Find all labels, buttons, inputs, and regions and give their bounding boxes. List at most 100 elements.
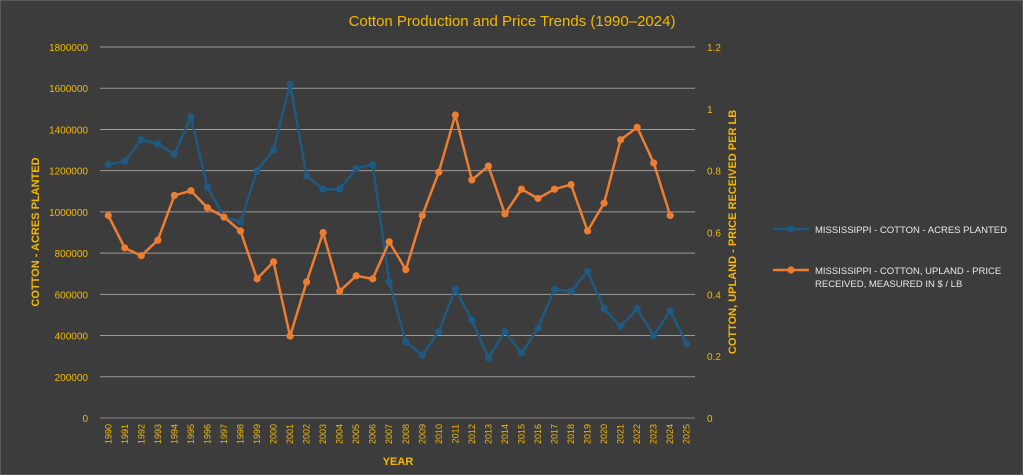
- x-tick-label: 1994: [169, 424, 179, 444]
- data-point: [484, 354, 493, 362]
- data-point: [170, 191, 178, 199]
- x-tick-label: 2012: [467, 424, 477, 444]
- data-point: [435, 168, 443, 176]
- data-point: [286, 80, 294, 88]
- right-axis-ticks: 0 0.2 0.4 0.6 0.8 1 1.2: [707, 43, 721, 425]
- x-tick-label: 2016: [533, 424, 543, 444]
- x-tick-label: 1990: [103, 424, 113, 444]
- x-tick-label: 2007: [384, 424, 394, 444]
- data-point: [517, 185, 526, 193]
- right-tick-label: 0.6: [707, 229, 721, 240]
- data-point: [666, 307, 674, 315]
- data-point: [451, 285, 459, 293]
- data-point: [286, 332, 294, 340]
- left-tick-label: 1200000: [49, 167, 88, 178]
- left-tick-label: 1800000: [49, 43, 88, 54]
- data-point: [203, 183, 212, 191]
- data-point: [484, 162, 493, 170]
- left-tick-label: 200000: [55, 373, 89, 384]
- x-tick-label: 1991: [120, 424, 130, 444]
- data-point: [567, 180, 575, 189]
- data-point: [203, 204, 212, 212]
- x-tick-label: 1995: [186, 424, 196, 444]
- data-point: [650, 331, 658, 340]
- data-point: [336, 185, 344, 193]
- data-point: [683, 340, 691, 348]
- legend-marker: [787, 266, 795, 274]
- data-point: [302, 278, 311, 286]
- data-point: [402, 266, 410, 274]
- data-point: [418, 211, 426, 220]
- data-point: [550, 185, 559, 193]
- x-tick-label: 2006: [368, 424, 378, 444]
- legend-marker: [787, 225, 795, 233]
- data-point: [319, 228, 327, 237]
- right-tick-label: 1.2: [707, 43, 721, 54]
- data-point: [385, 278, 393, 286]
- data-point: [633, 123, 641, 131]
- data-point: [137, 252, 145, 260]
- series-line-1: [108, 82, 688, 360]
- data-point: [600, 305, 608, 313]
- x-tick-label: 2022: [632, 424, 642, 444]
- x-tick-label: 2008: [401, 424, 411, 444]
- data-point: [369, 275, 377, 283]
- left-tick-label: 400000: [55, 332, 89, 343]
- data-point: [352, 165, 360, 173]
- x-tick-label: 2024: [665, 424, 675, 444]
- data-point: [336, 287, 344, 295]
- x-tick-label: 1997: [219, 424, 229, 444]
- data-point: [302, 172, 311, 180]
- grid: [100, 46, 695, 419]
- data-point: [253, 167, 261, 175]
- x-tick-label: 1999: [252, 424, 262, 444]
- data-point: [319, 185, 327, 193]
- x-tick-label: 2023: [649, 424, 659, 444]
- legend-label: MISSISSIPPI - COTTON, UPLAND - PRICE RECE…: [815, 266, 1001, 290]
- data-point: [435, 327, 443, 336]
- x-tick-label: 2013: [483, 424, 493, 444]
- data-point: [154, 140, 162, 148]
- data-point: [402, 338, 410, 346]
- data-point: [187, 187, 195, 195]
- data-point: [501, 210, 509, 218]
- x-tick-label: 2018: [566, 424, 576, 444]
- left-tick-label: 1400000: [49, 125, 88, 136]
- x-tick-label: 2004: [335, 424, 345, 444]
- data-point: [418, 351, 426, 359]
- right-tick-label: 0.2: [707, 352, 721, 363]
- data-point: [617, 322, 625, 330]
- data-point: [650, 159, 658, 167]
- left-tick-label: 800000: [55, 249, 89, 260]
- data-point: [269, 258, 278, 266]
- data-point: [633, 305, 641, 313]
- x-tick-label: 1998: [235, 424, 245, 444]
- data-point: [550, 285, 559, 293]
- x-tick-label: 2000: [269, 424, 279, 444]
- data-point: [236, 227, 245, 235]
- data-point: [451, 111, 459, 119]
- x-axis-label: YEAR: [383, 456, 414, 468]
- right-tick-label: 0.8: [707, 167, 721, 178]
- data-point: [600, 199, 608, 207]
- x-tick-label: 2017: [550, 424, 560, 444]
- series-group: [104, 80, 691, 362]
- right-tick-label: 0.4: [707, 290, 721, 301]
- data-point: [517, 349, 526, 357]
- data-point: [468, 176, 476, 184]
- x-tick-label: 1992: [136, 424, 146, 444]
- data-point: [220, 213, 228, 221]
- data-point: [253, 275, 261, 283]
- data-point: [385, 238, 393, 246]
- data-point: [583, 268, 592, 276]
- x-tick-label: 1993: [153, 424, 163, 444]
- right-tick-label: 1: [707, 105, 713, 116]
- data-point: [352, 272, 360, 280]
- left-tick-label: 1600000: [49, 84, 88, 95]
- data-point: [154, 236, 162, 244]
- x-tick-label: 2011: [450, 424, 460, 443]
- x-tick-label: 2014: [500, 424, 510, 444]
- data-point: [534, 194, 542, 203]
